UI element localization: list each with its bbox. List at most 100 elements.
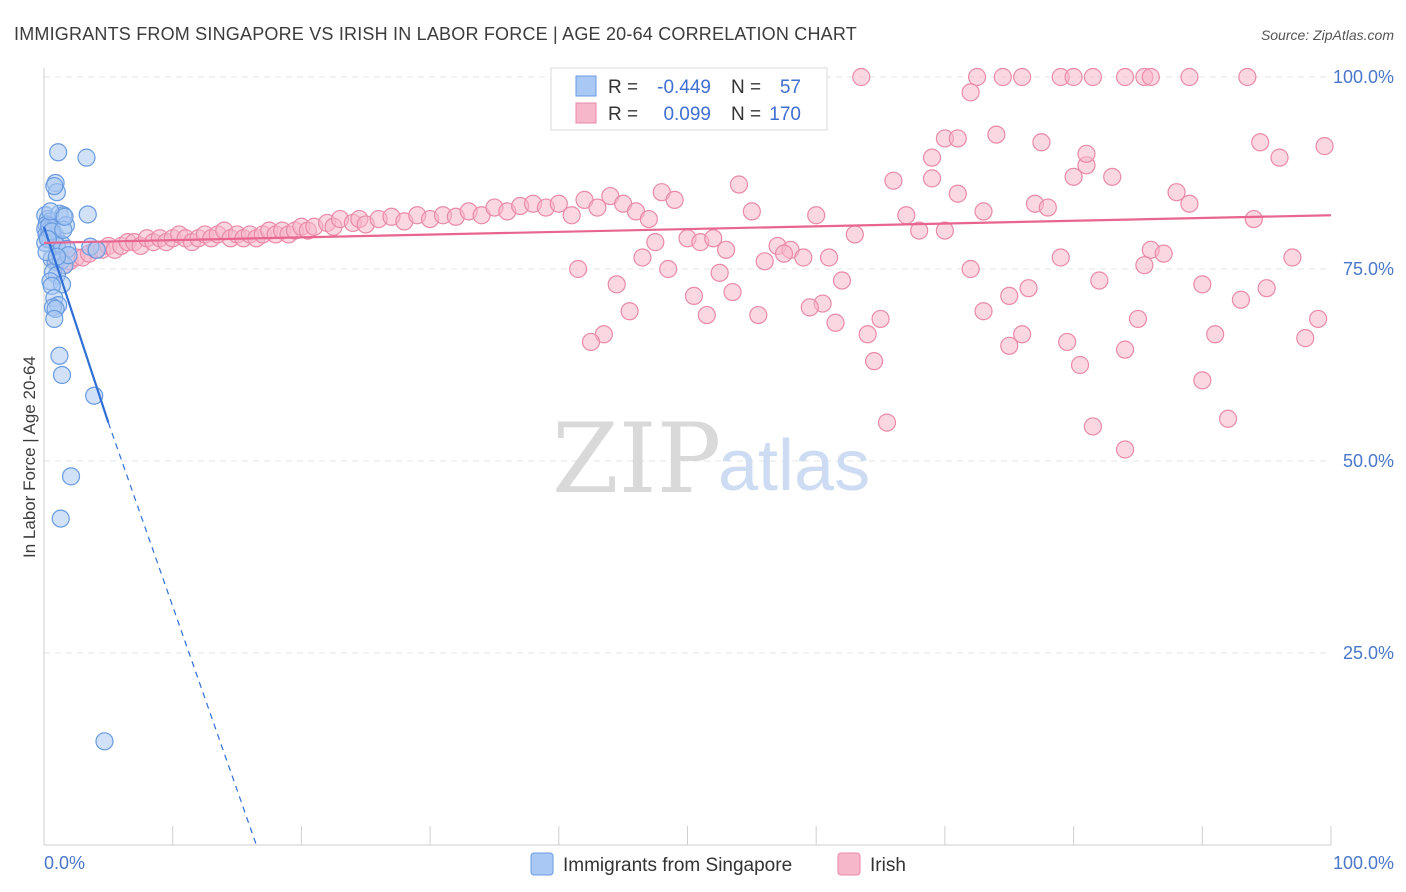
irish-point-169 [646,233,665,252]
irish-point-158 [710,263,729,282]
irish-point-102 [1064,167,1083,186]
irish-point-120 [1296,329,1315,348]
irish-point-137 [948,129,967,148]
irish-point-81 [794,248,813,267]
legend-swatch-singapore [575,75,597,97]
irish-point-123 [967,67,987,87]
irish-point-84 [832,271,852,290]
irish-point-145 [1058,332,1077,352]
x-tick-label-max: 100.0% [1333,853,1394,873]
irish-point-133 [1238,67,1257,87]
watermark: ZIP atlas [552,403,870,515]
irish-point-91 [922,169,942,188]
y-tick-label-75: 75.0% [1343,259,1394,279]
irish-point-141 [1251,133,1270,152]
irish-point-129 [1115,67,1135,87]
irish-point-114 [1218,409,1238,428]
singapore-point-27 [87,240,106,259]
irish-point-143 [1000,336,1019,355]
irish-point-157 [723,282,742,302]
singapore-point-42 [50,346,69,365]
irish-point-93 [948,184,967,203]
series-legend-label-singapore: Immigrants from Singapore [563,855,792,876]
singapore-point-4 [45,176,64,196]
irish-point-106 [1115,340,1135,359]
irish-point-85 [845,225,864,244]
legend-r-label-irish: R = [608,104,638,125]
irish-point-122 [852,67,871,87]
irish-point-138 [974,202,993,221]
irish-point-140 [1077,144,1096,163]
irish-point-119 [1283,248,1302,267]
singapore-point-1 [77,148,96,167]
irish-point-153 [826,313,845,332]
y-tick-label-100: 100.0% [1333,67,1394,87]
gridlines [44,76,1331,654]
irish-point-104 [1090,271,1109,290]
y-axis-label: In Labor Force | Age 20-64 [20,356,39,558]
irish-point-124 [993,67,1012,87]
irish-point-149 [1135,256,1154,275]
irish-point-95 [974,302,993,321]
irish-point-82 [807,206,826,225]
stats-legend-box [550,67,828,131]
irish-point-150 [1193,371,1212,390]
irish-point-162 [659,259,678,279]
irish-point-146 [1070,355,1090,375]
legend-r-value-irish: 0.099 [663,104,711,125]
irish-point-65 [588,198,607,217]
irish-point-118 [1270,148,1289,167]
irish-point-167 [581,332,601,352]
singapore-trend-line [42,226,110,423]
irish-point-152 [877,413,897,432]
irish-point-142 [1315,137,1334,156]
irish-point-156 [800,298,819,317]
irish-point-117 [1257,279,1276,298]
irish-point-89 [897,206,916,225]
singapore-point-46 [51,509,70,528]
irish-trend-line [43,214,1332,244]
y-tick-labels: 25.0% 50.0% 75.0% 100.0% [1333,67,1394,663]
irish-point-88 [884,171,903,190]
irish-point-134 [961,83,980,102]
irish-point-98 [1013,325,1032,344]
singapore-points [36,143,114,751]
watermark-zip: ZIP [552,403,721,515]
irish-point-105 [1103,167,1122,186]
irish-point-164 [620,302,639,321]
irish-point-110 [1167,183,1186,202]
legend-n-label-singapore: N = [731,77,761,98]
singapore-point-45 [61,467,81,486]
irish-point-148 [1115,440,1135,459]
x-tick-label-min: 0.0% [44,853,85,873]
series-legend-label-irish: Irish [870,855,906,876]
series-legend: Immigrants from Singapore Irish [530,852,906,876]
irish-point-116 [1244,209,1263,229]
singapore-point-56 [55,207,74,226]
irish-point-161 [684,286,704,305]
singapore-trend-line-extension [107,422,257,846]
singapore-point-41 [45,309,64,329]
chart-title: IMMIGRANTS FROM SINGAPORE VS IRISH IN LA… [14,24,857,44]
legend-swatch-irish [575,102,597,124]
singapore-point-0 [49,143,68,162]
irish-point-62 [549,194,568,213]
stats-legend: R = -0.449 N = 57 R = 0.099 N = 170 [550,67,828,131]
irish-point-69 [639,209,658,229]
legend-n-label-irish: N = [731,104,761,125]
irish-point-127 [1064,67,1083,87]
legend-n-value-irish: 170 [769,104,801,125]
irish-point-113 [1206,325,1225,344]
irish-point-159 [697,305,716,325]
watermark-atlas: atlas [718,426,870,506]
irish-point-168 [569,259,588,279]
legend-r-label-singapore: R = [608,77,638,98]
irish-point-165 [607,275,626,294]
irish-point-111 [1180,194,1199,213]
singapore-point-21 [78,205,97,224]
irish-point-92 [935,221,955,240]
series-legend-swatch-singapore [530,852,554,876]
irish-point-160 [749,305,768,325]
irish-point-78 [755,252,774,271]
